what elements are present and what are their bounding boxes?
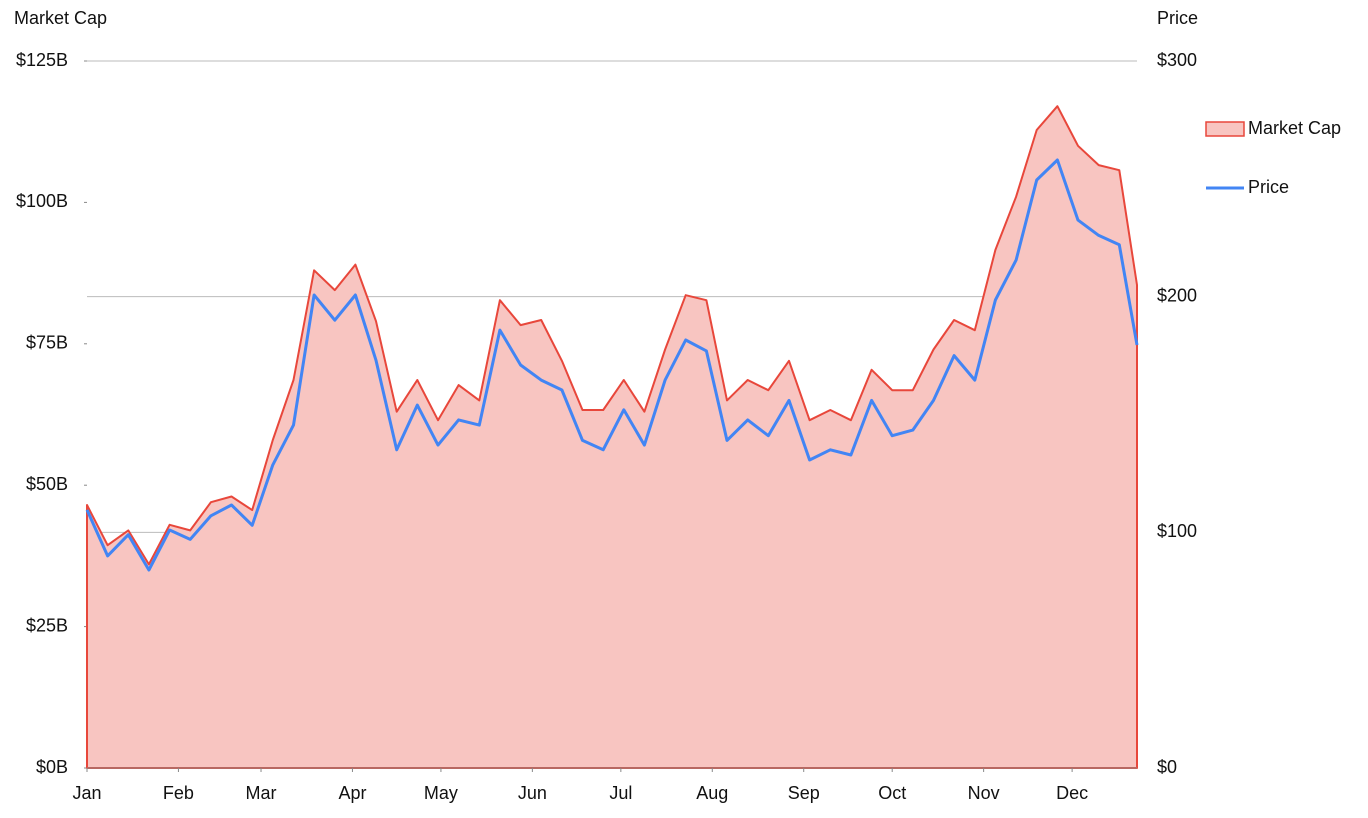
y2-tick-label: $0 bbox=[1157, 757, 1177, 777]
y2-axis-title: Price bbox=[1157, 8, 1198, 28]
x-tick-label: Feb bbox=[163, 783, 194, 803]
y-tick-label: $100B bbox=[16, 191, 68, 211]
y-tick-label: $50B bbox=[26, 474, 68, 494]
y2-tick-label: $300 bbox=[1157, 50, 1197, 70]
x-tick-label: Nov bbox=[968, 783, 1000, 803]
y-tick-label: $75B bbox=[26, 333, 68, 353]
x-tick-label: May bbox=[424, 783, 458, 803]
y-tick-label: $0B bbox=[36, 757, 68, 777]
x-tick-label: Oct bbox=[878, 783, 906, 803]
x-tick-label: Jun bbox=[518, 783, 547, 803]
line bbox=[85, 158, 1139, 572]
x-tick-label: Dec bbox=[1056, 783, 1088, 803]
x-tick-label: Sep bbox=[788, 783, 820, 803]
x-tick-label: Jul bbox=[609, 783, 632, 803]
x-tick-label: Jan bbox=[72, 783, 101, 803]
legend-label: Market Cap bbox=[1248, 118, 1341, 138]
y2-tick-label: $200 bbox=[1157, 285, 1197, 305]
y-tick-label: $125B bbox=[16, 50, 68, 70]
y-tick-label: $25B bbox=[26, 615, 68, 635]
x-tick-label: Mar bbox=[246, 783, 277, 803]
legend-label: Price bbox=[1248, 177, 1289, 197]
area bbox=[86, 105, 1138, 769]
x-tick-label: Aug bbox=[696, 783, 728, 803]
y2-tick-label: $100 bbox=[1157, 521, 1197, 541]
x-tick-label: Apr bbox=[338, 783, 366, 803]
y-axis-title: Market Cap bbox=[14, 8, 107, 28]
legend-swatch bbox=[1205, 121, 1245, 137]
